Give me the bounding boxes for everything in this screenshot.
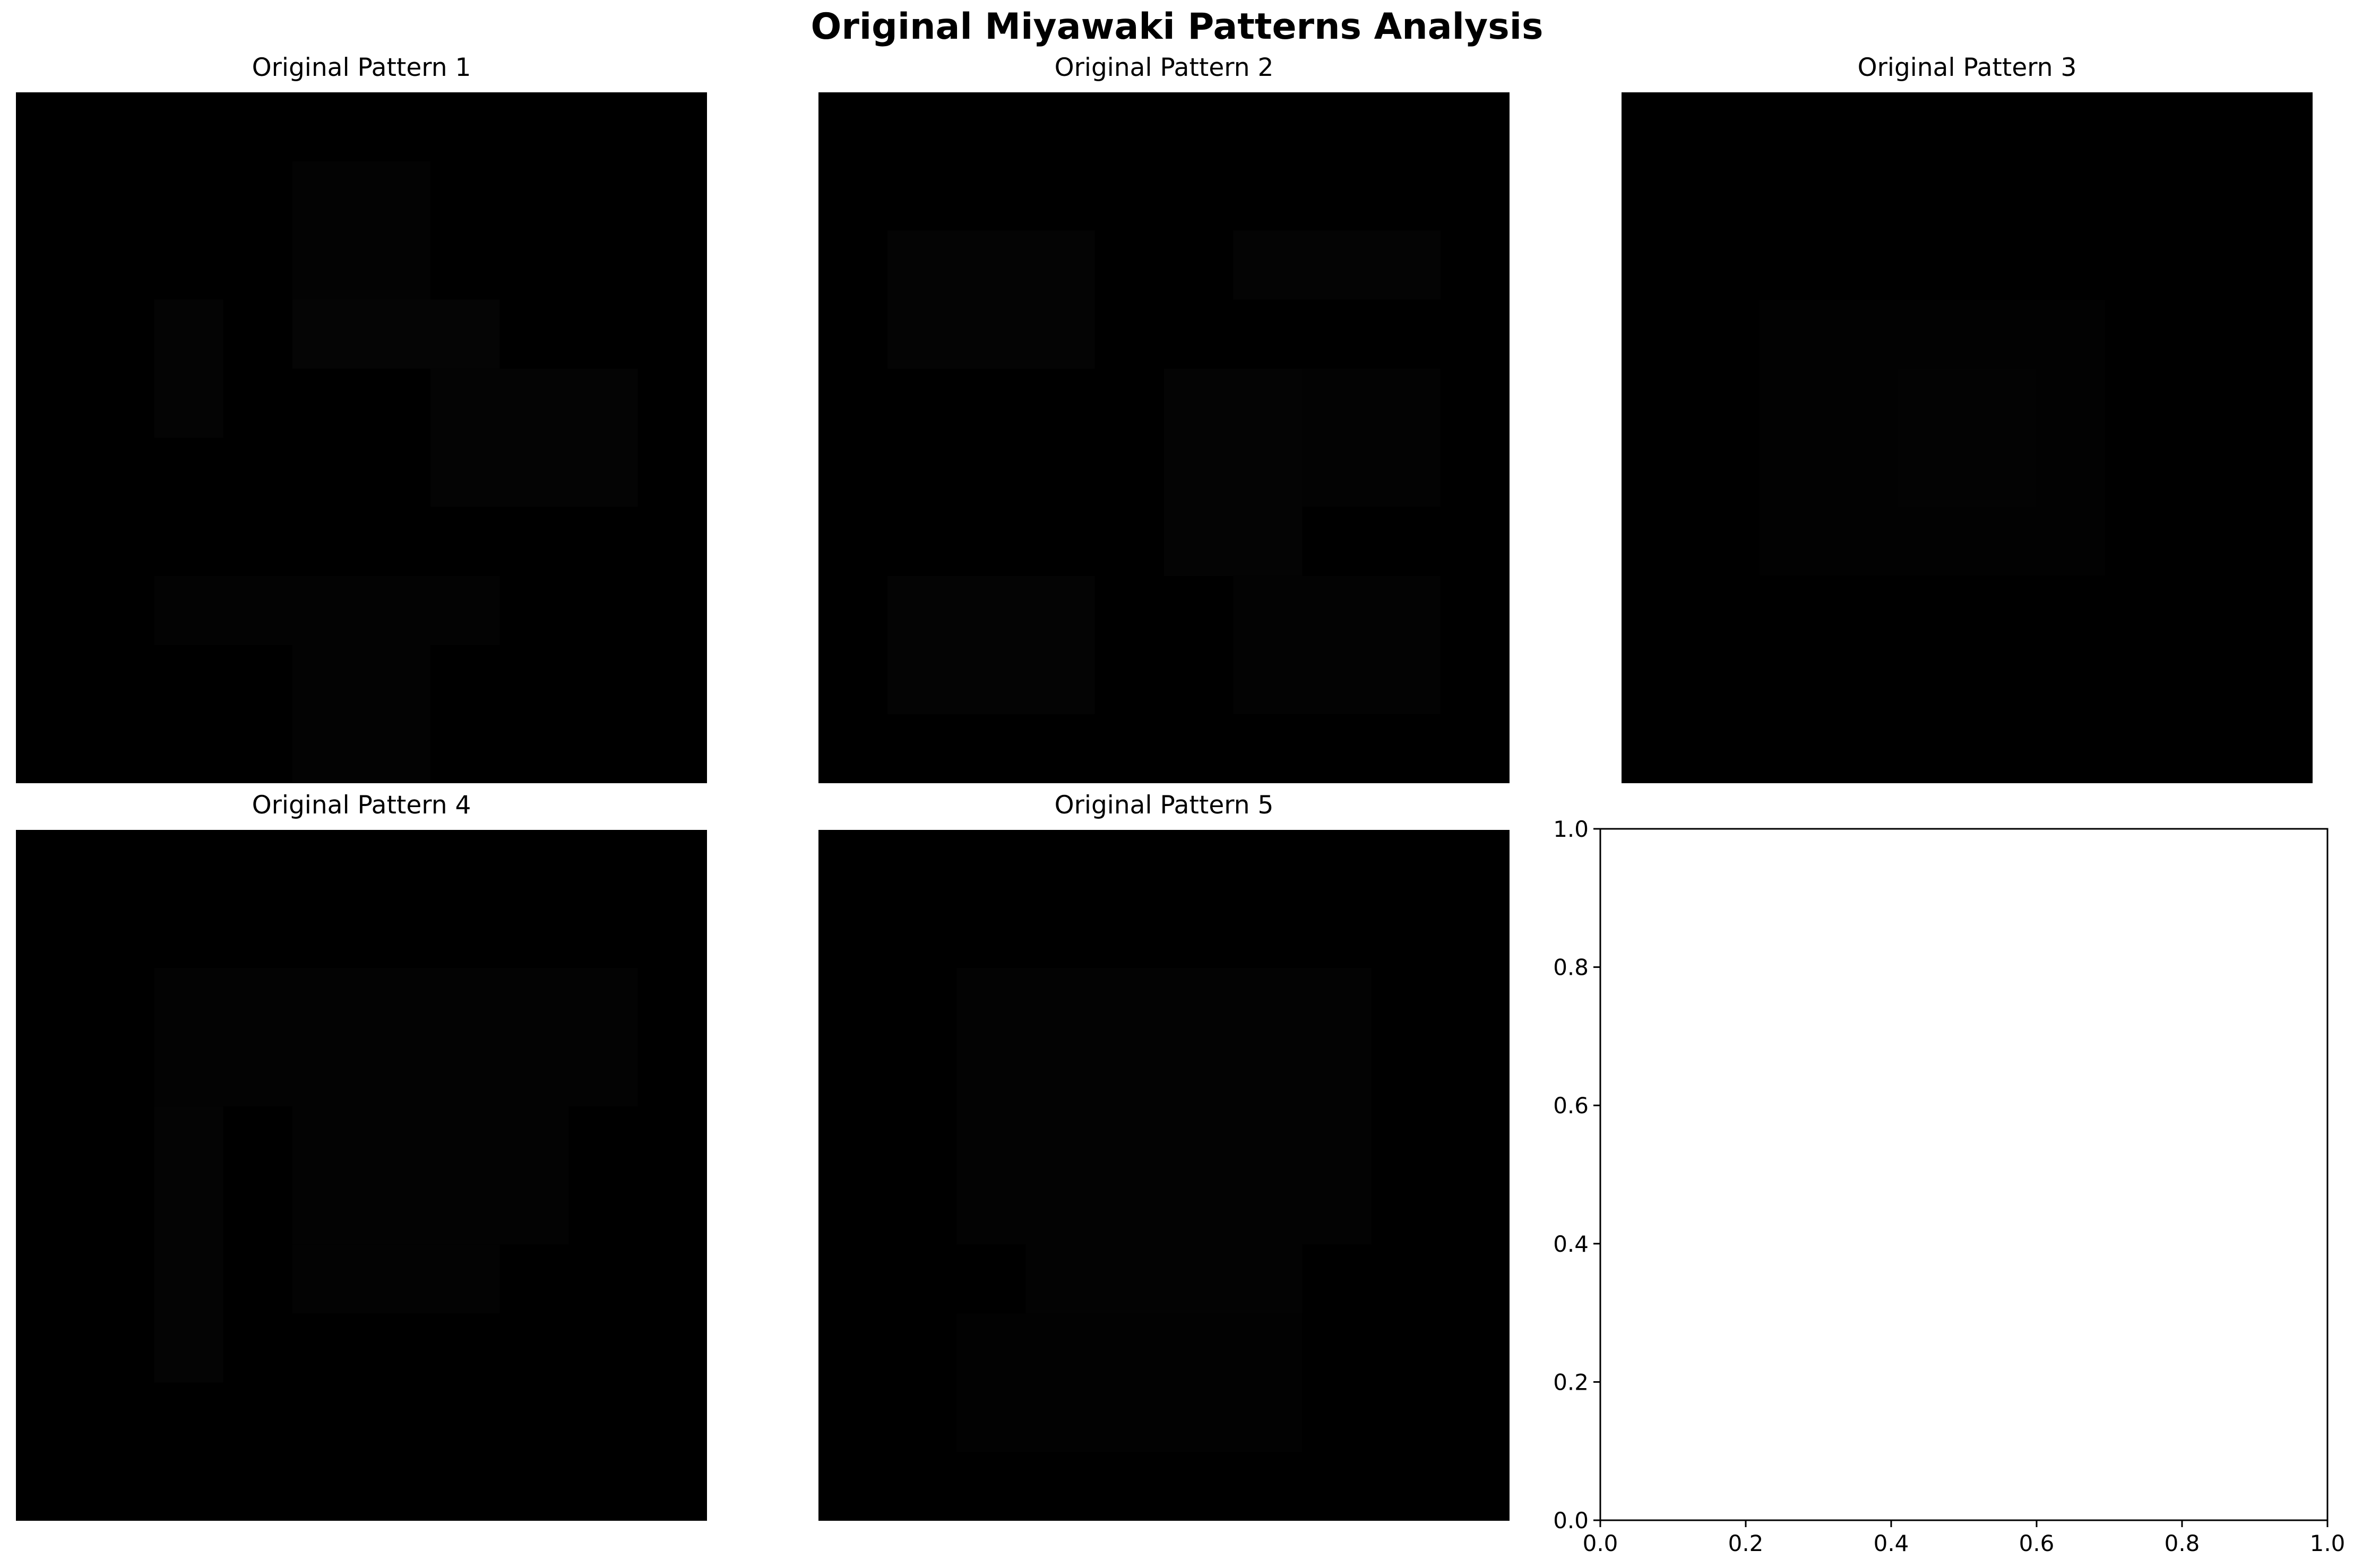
y-tick-label: 1.0	[1553, 816, 1589, 842]
y-tick-label: 0.4	[1553, 1231, 1589, 1257]
x-tick-label: 0.6	[2019, 1530, 2055, 1556]
x-tick-label: 0.0	[1583, 1530, 1618, 1556]
empty-axes-svg: 0.0 0.2 0.4 0.6 0.8 1.0 0.0 0.2 0.4 0.6 0.8 1.0	[1553, 816, 2345, 1556]
pattern-svg-5	[818, 830, 1510, 1521]
pattern-block-6	[1233, 576, 1441, 714]
pattern-image-4	[16, 830, 707, 1521]
pattern-block-1	[154, 968, 638, 1106]
pattern-block-1	[292, 161, 431, 300]
pattern-block-2	[1898, 368, 2037, 507]
pattern-panel-2: Original Pattern 2	[818, 55, 1510, 783]
pattern-image-1	[16, 92, 707, 783]
empty-axes: 0.0 0.2 0.4 0.6 0.8 1.0 0.0 0.2 0.4 0.6 0.8 1.0	[1553, 816, 2345, 1556]
axes-frame	[1599, 828, 2329, 1521]
panel-title-4: Original Pattern 4	[252, 791, 471, 820]
panel-title-3: Original Pattern 3	[1857, 53, 2077, 82]
pattern-block-3	[1164, 368, 1303, 576]
panel-title-5: Original Pattern 5	[1054, 791, 1274, 820]
pattern-image-3	[1622, 92, 2313, 783]
pattern-block-6	[292, 645, 431, 783]
pattern-panel-1: Original Pattern 1	[16, 55, 707, 783]
x-tick-label: 1.0	[2310, 1530, 2346, 1556]
panel-title-2: Original Pattern 2	[1054, 53, 1274, 82]
x-tick-label: 0.8	[2165, 1530, 2200, 1556]
panel-title-1: Original Pattern 1	[252, 53, 471, 82]
y-tick-label: 0.6	[1553, 1093, 1589, 1119]
x-tick-label: 0.4	[1874, 1530, 1909, 1556]
pattern-block-2	[1233, 230, 1441, 300]
pattern-svg-3	[1622, 92, 2313, 783]
pattern-block-2	[154, 299, 223, 438]
pattern-svg-1	[16, 92, 707, 783]
x-tick-label: 0.2	[1728, 1530, 1764, 1556]
pattern-svg-2	[818, 92, 1510, 783]
y-tick-label: 0.2	[1553, 1369, 1589, 1395]
pattern-panel-3: Original Pattern 3	[1622, 55, 2313, 783]
y-tick-label: 0.8	[1553, 955, 1589, 981]
pattern-block-5	[887, 576, 1095, 714]
pattern-panel-4: Original Pattern 4	[16, 793, 707, 1521]
pattern-image-5	[818, 830, 1510, 1521]
pattern-block-4	[292, 1244, 500, 1314]
pattern-svg-4	[16, 830, 707, 1521]
figure-title: Original Miyawaki Patterns Analysis	[810, 6, 1544, 48]
pattern-block-2	[154, 1106, 223, 1383]
pattern-block-4	[1302, 368, 1441, 507]
pattern-block-5	[154, 576, 500, 645]
pattern-block-4	[430, 368, 638, 507]
pattern-block-3	[292, 299, 500, 369]
pattern-panel-5: Original Pattern 5	[818, 793, 1510, 1521]
y-tick-label: 0.0	[1553, 1508, 1589, 1534]
pattern-block-1	[887, 230, 1095, 369]
pattern-block-3	[292, 1106, 569, 1245]
pattern-image-2	[818, 92, 1510, 783]
pattern-block-3	[956, 1313, 1303, 1452]
